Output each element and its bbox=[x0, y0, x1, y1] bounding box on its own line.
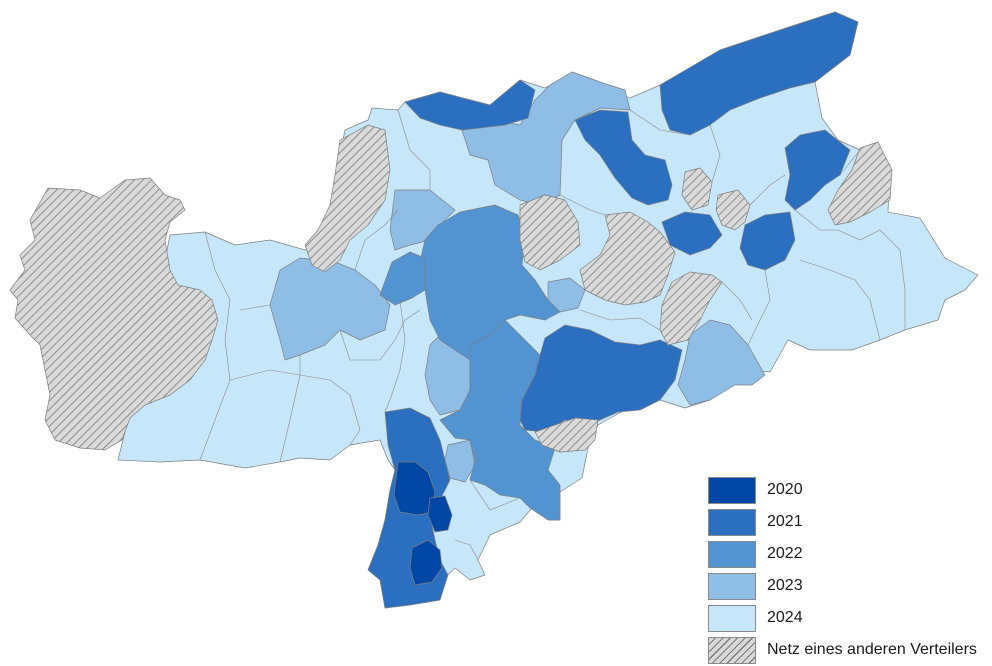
region-other-middle-east bbox=[659, 271, 723, 346]
region-2021-north-center bbox=[574, 109, 673, 206]
region-2021-east-mid bbox=[661, 211, 723, 256]
legend-swatch-2023 bbox=[708, 572, 756, 600]
legend-label-2024: 2024 bbox=[767, 609, 803, 626]
legend-label-other: Netz eines anderen Verteilers bbox=[767, 641, 977, 658]
region-2023-north-center bbox=[461, 71, 631, 206]
region-other-south-center bbox=[534, 417, 599, 453]
legend-swatch-2021 bbox=[708, 508, 756, 536]
region-other-north-east-small2 bbox=[715, 189, 751, 231]
region-other-west bbox=[9, 177, 219, 451]
legend: 2020 2021 2022 2023 2024 Netz eines ande… bbox=[708, 474, 977, 666]
region-2021-east-lower bbox=[739, 211, 796, 271]
region-other-north-west bbox=[304, 124, 391, 273]
region-2020-south-c bbox=[409, 539, 443, 586]
legend-swatch-2020 bbox=[708, 476, 756, 504]
legend-swatch-2022 bbox=[708, 540, 756, 568]
legend-item-2022: 2022 bbox=[708, 538, 977, 570]
municipal-borders bbox=[199, 109, 906, 561]
legend-label-2022: 2022 bbox=[767, 545, 803, 562]
legend-item-2020: 2020 bbox=[708, 474, 977, 506]
legend-item-2023: 2023 bbox=[708, 570, 977, 602]
legend-label-2021: 2021 bbox=[767, 513, 803, 530]
legend-swatch-2024 bbox=[708, 604, 756, 632]
legend-item-other: Netz eines anderen Verteilers bbox=[708, 634, 977, 666]
region-2020-south-b bbox=[427, 495, 453, 533]
region-other-center-east bbox=[579, 211, 676, 306]
legend-item-2021: 2021 bbox=[708, 506, 977, 538]
legend-item-2024: 2024 bbox=[708, 602, 977, 634]
region-other-center bbox=[519, 194, 581, 271]
region-2021-north-east bbox=[659, 11, 859, 136]
legend-label-2023: 2023 bbox=[767, 577, 803, 594]
region-2023-east bbox=[677, 319, 766, 406]
region-other-north-east-small bbox=[681, 167, 713, 211]
region-2022-west bbox=[379, 251, 426, 306]
legend-label-2020: 2020 bbox=[767, 481, 803, 498]
region-2021-north-west bbox=[404, 79, 536, 131]
region-2021-east-upper bbox=[784, 129, 851, 211]
region-2021-center-east bbox=[519, 324, 683, 433]
region-other-east bbox=[827, 141, 893, 226]
legend-swatch-other bbox=[708, 636, 756, 664]
